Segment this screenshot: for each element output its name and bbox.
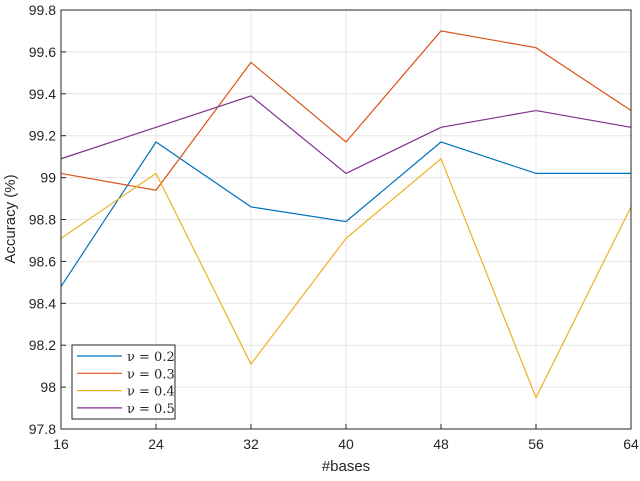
x-tick-label: 32	[243, 436, 259, 452]
y-tick-label: 98.6	[29, 253, 56, 269]
x-tick-label: 64	[623, 436, 639, 452]
x-tick-label: 48	[433, 436, 449, 452]
y-tick-label: 98.4	[29, 295, 56, 311]
y-tick-label: 98.8	[29, 212, 56, 228]
x-axis-label: #bases	[322, 458, 370, 475]
legend-label: ν = 0.5	[127, 402, 175, 417]
y-tick-label: 99	[40, 170, 56, 186]
y-axis-label: Accuracy (%)	[2, 174, 19, 263]
legend: ν = 0.2 ν = 0.3 ν = 0.4 ν = 0.5	[72, 345, 175, 419]
y-tick-label: 99.2	[29, 128, 56, 144]
y-tick-label: 99.8	[29, 2, 56, 18]
y-tick-label: 99.4	[29, 86, 56, 102]
y-tick-label: 98	[40, 379, 56, 395]
legend-label: ν = 0.2	[127, 350, 175, 365]
legend-label: ν = 0.3	[127, 367, 175, 382]
x-tick-label: 24	[148, 436, 164, 452]
y-tick-label: 98.2	[29, 337, 56, 353]
legend-label: ν = 0.4	[127, 385, 175, 400]
x-tick-label: 40	[338, 436, 354, 452]
y-tick-label: 99.6	[29, 44, 56, 60]
x-tick-label: 56	[528, 436, 544, 452]
x-tick-label: 16	[53, 436, 69, 452]
y-tick-label: 97.8	[29, 421, 56, 437]
